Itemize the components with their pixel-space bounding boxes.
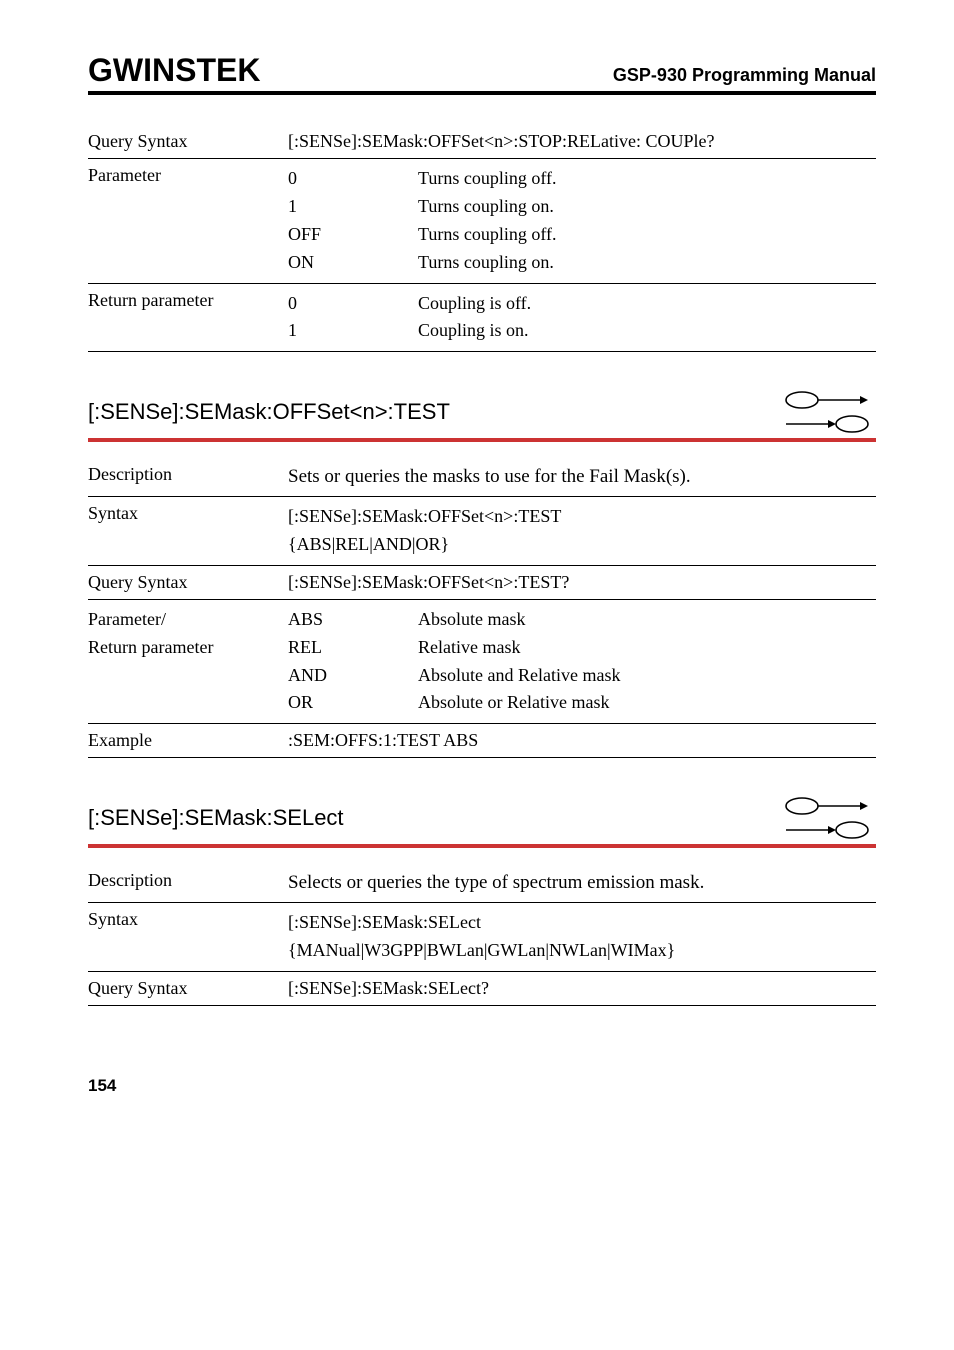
example-value: :SEM:OFFS:1:TEST ABS (288, 730, 876, 751)
description-label: Description (88, 464, 288, 485)
query-syntax-label: Query Syntax (88, 572, 288, 593)
page-number: 154 (88, 1076, 876, 1096)
parameter-values: Turns coupling off. Turns coupling on. T… (418, 165, 876, 277)
example-row: Example :SEM:OFFS:1:TEST ABS (88, 724, 876, 757)
param-key: ABS (288, 606, 418, 634)
divider (88, 351, 876, 352)
query-syntax-label: Query Syntax (88, 978, 288, 999)
parameter-keys: 0 1 OFF ON (288, 165, 418, 277)
param-key: REL (288, 634, 418, 662)
syntax-value: [:SENSe]:SEMask:SELect {MANual|W3GPP|BWL… (288, 909, 876, 965)
query-syntax-row: Query Syntax [:SENSe]:SEMask:OFFSet<n>:S… (88, 125, 876, 158)
parameter-row: Parameter 0 1 OFF ON Turns coupling off.… (88, 159, 876, 283)
description-row: Description Selects or queries the type … (88, 864, 876, 902)
description-value: Selects or queries the type of spectrum … (288, 870, 876, 896)
manual-title: GSP-930 Programming Manual (613, 65, 876, 86)
param-key: 0 (288, 165, 418, 193)
query-syntax-value: [:SENSe]:SEMask:OFFSet<n>:STOP:RELative:… (288, 131, 876, 152)
param-key: AND (288, 662, 418, 690)
section-title: [:SENSe]:SEMask:SELect (88, 796, 876, 840)
param-key: OFF (288, 221, 418, 249)
syntax-label: Syntax (88, 909, 288, 930)
section-title-text: [:SENSe]:SEMask:OFFSet<n>:TEST (88, 399, 450, 425)
query-syntax-value: [:SENSe]:SEMask:SELect? (288, 978, 876, 999)
query-syntax-row: Query Syntax [:SENSe]:SEMask:OFFSet<n>:T… (88, 566, 876, 599)
param-values: Absolute mask Relative mask Absolute and… (418, 606, 876, 718)
param-label-line: Return parameter (88, 634, 288, 662)
query-syntax-row: Query Syntax [:SENSe]:SEMask:SELect? (88, 972, 876, 1005)
section-title: [:SENSe]:SEMask:OFFSet<n>:TEST (88, 390, 876, 434)
syntax-row: Syntax [:SENSe]:SEMask:SELect {MANual|W3… (88, 903, 876, 971)
parameter-return-row: Parameter/ Return parameter ABS REL AND … (88, 600, 876, 724)
description-label: Description (88, 870, 288, 891)
parameter-return-label: Parameter/ Return parameter (88, 606, 288, 662)
return-parameter-row: Return parameter 0 1 Coupling is off. Co… (88, 284, 876, 352)
parameter-label: Parameter (88, 165, 288, 186)
syntax-line: {ABS|REL|AND|OR} (288, 531, 876, 559)
param-value: Absolute or Relative mask (418, 689, 876, 717)
description-value: Sets or queries the masks to use for the… (288, 464, 876, 490)
return-parameter-label: Return parameter (88, 290, 288, 311)
set-query-icon (784, 390, 870, 434)
page-header: GWINSTEK GSP-930 Programming Manual (88, 52, 876, 95)
example-label: Example (88, 730, 288, 751)
return-key: 0 (288, 290, 418, 318)
param-value: Turns coupling off. (418, 165, 876, 193)
syntax-line: [:SENSe]:SEMask:OFFSet<n>:TEST (288, 503, 876, 531)
divider (88, 757, 876, 758)
return-key: 1 (288, 317, 418, 345)
param-keys: ABS REL AND OR (288, 606, 418, 718)
return-value: Coupling is on. (418, 317, 876, 345)
query-syntax-value: [:SENSe]:SEMask:OFFSet<n>:TEST? (288, 572, 876, 593)
set-query-icon (784, 796, 870, 840)
param-key: OR (288, 689, 418, 717)
param-value: Absolute and Relative mask (418, 662, 876, 690)
syntax-value: [:SENSe]:SEMask:OFFSet<n>:TEST {ABS|REL|… (288, 503, 876, 559)
syntax-line: [:SENSe]:SEMask:SELect (288, 909, 876, 937)
param-value: Turns coupling on. (418, 193, 876, 221)
section-rule (88, 438, 876, 442)
logo: GWINSTEK (88, 52, 260, 89)
param-value: Turns coupling on. (418, 249, 876, 277)
return-value: Coupling is off. (418, 290, 876, 318)
param-key: 1 (288, 193, 418, 221)
query-syntax-label: Query Syntax (88, 131, 288, 152)
return-keys: 0 1 (288, 290, 418, 346)
param-value: Turns coupling off. (418, 221, 876, 249)
param-key: ON (288, 249, 418, 277)
syntax-line: {MANual|W3GPP|BWLan|GWLan|NWLan|WIMax} (288, 937, 876, 965)
return-values: Coupling is off. Coupling is on. (418, 290, 876, 346)
syntax-row: Syntax [:SENSe]:SEMask:OFFSet<n>:TEST {A… (88, 497, 876, 565)
param-label-line: Parameter/ (88, 606, 288, 634)
param-value: Absolute mask (418, 606, 876, 634)
section-title-text: [:SENSe]:SEMask:SELect (88, 805, 344, 831)
syntax-label: Syntax (88, 503, 288, 524)
description-row: Description Sets or queries the masks to… (88, 458, 876, 496)
section-rule (88, 844, 876, 848)
param-value: Relative mask (418, 634, 876, 662)
divider (88, 1005, 876, 1006)
